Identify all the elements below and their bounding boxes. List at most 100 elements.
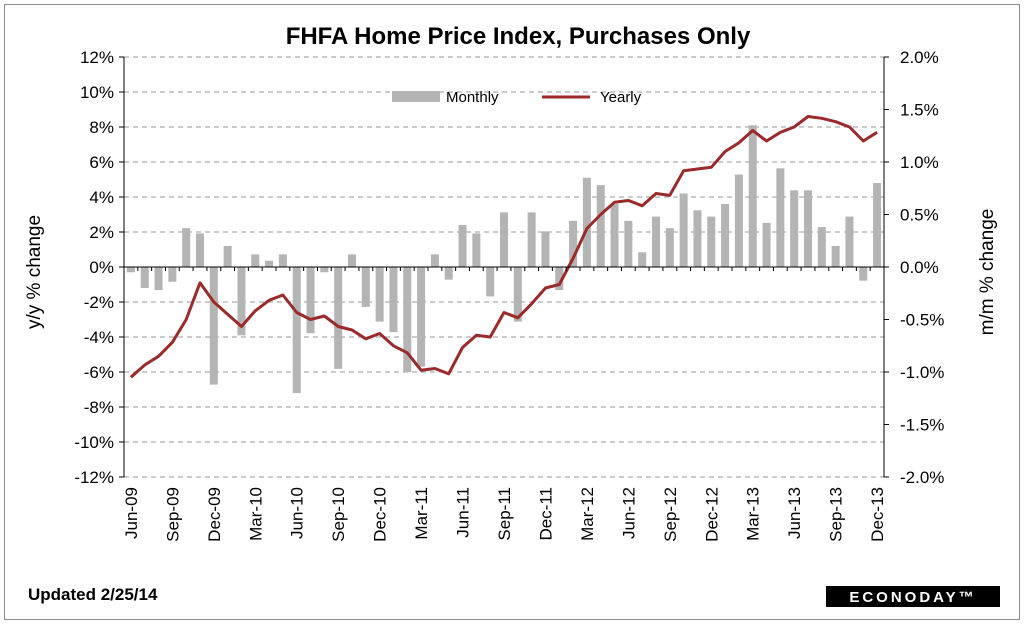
monthly-bar: [403, 267, 412, 372]
monthly-bar: [458, 225, 467, 267]
x-tick-label: Dec-12: [702, 487, 721, 542]
x-tick-label: Jun-10: [288, 487, 307, 539]
left-tick-label: 0%: [89, 258, 114, 277]
legend-yearly-label: Yearly: [600, 89, 642, 106]
x-tick-label: Mar-12: [578, 487, 597, 541]
right-axis-label: m/m % change: [977, 209, 998, 336]
x-tick-label: Jun-11: [454, 487, 473, 538]
monthly-bar: [748, 125, 757, 267]
monthly-bar: [486, 267, 495, 297]
monthly-bar: [389, 267, 398, 333]
right-tick-label: -1.5%: [900, 416, 944, 435]
monthly-bar: [803, 190, 813, 267]
monthly-bar: [817, 227, 826, 267]
left-tick-label: 10%: [80, 83, 114, 102]
x-tick-label: Sep-10: [329, 487, 348, 542]
left-tick-label: 2%: [89, 223, 114, 242]
left-tick-label: -12%: [74, 468, 114, 487]
monthly-bar: [140, 267, 149, 288]
monthly-bar: [707, 216, 716, 267]
monthly-bar: [790, 190, 799, 267]
econoday-logo: ECONODAY™: [826, 586, 1000, 607]
left-axis-ticks: 12% 10% 8% 6% 4% 2% 0% -2% -4% -6% -8% -10% -12%: [74, 48, 124, 487]
monthly-bar: [237, 267, 246, 336]
x-tick-label: Sep-12: [661, 487, 680, 542]
updated-date: Updated 2/25/14: [28, 585, 158, 604]
monthly-bar: [527, 212, 536, 267]
monthly-bar: [417, 267, 426, 367]
monthly-bar: [195, 233, 205, 267]
right-tick-label: 1.5%: [900, 101, 939, 120]
x-tick-label: Dec-10: [371, 487, 390, 542]
monthly-bar: [679, 193, 688, 267]
legend: Monthly Yearly: [392, 89, 642, 106]
right-tick-label: -0.5%: [900, 311, 944, 330]
axes-layer: [123, 57, 885, 477]
x-tick-label: Mar-10: [246, 487, 265, 541]
monthly-bar: [776, 168, 785, 267]
monthly-bars: [126, 125, 882, 393]
monthly-bar: [430, 254, 439, 267]
left-axis-label: y/y % change: [24, 215, 45, 329]
monthly-bar: [845, 216, 854, 267]
right-tick-label: 1.0%: [900, 153, 939, 172]
right-tick-label: 0.0%: [900, 258, 939, 277]
monthly-bar: [444, 267, 453, 280]
monthly-bar: [223, 246, 232, 267]
monthly-bar: [168, 267, 177, 282]
monthly-bar: [126, 267, 135, 273]
right-tick-label: 2.0%: [900, 48, 939, 67]
right-tick-label: -1.0%: [900, 363, 944, 382]
left-tick-label: -2%: [84, 293, 114, 312]
left-tick-label: 12%: [80, 48, 114, 67]
monthly-bar: [306, 267, 315, 334]
monthly-bar: [209, 267, 218, 385]
monthly-bar: [265, 260, 274, 267]
monthly-bar: [375, 267, 384, 322]
left-tick-label: -6%: [84, 363, 114, 382]
monthly-bar: [499, 212, 509, 267]
monthly-bar: [569, 220, 578, 267]
x-tick-label: Mar-11: [412, 487, 431, 540]
left-tick-label: -10%: [74, 433, 114, 452]
monthly-bar: [320, 267, 329, 273]
x-tick-label: Dec-13: [868, 487, 887, 542]
monthly-bar: [638, 252, 647, 267]
legend-monthly-label: Monthly: [446, 89, 499, 106]
x-tick-label: Sep-11: [495, 487, 514, 541]
monthly-bar: [610, 204, 619, 267]
x-tick-label: Sep-13: [827, 487, 846, 542]
monthly-bar: [182, 228, 191, 267]
left-tick-label: 8%: [89, 118, 114, 137]
monthly-bar: [721, 204, 730, 267]
monthly-bar: [582, 177, 591, 267]
monthly-bar: [831, 246, 840, 267]
legend-monthly-swatch: [392, 91, 440, 102]
x-tick-label: Jun-13: [785, 487, 804, 539]
grid-layer: [124, 56, 884, 478]
monthly-bar: [859, 267, 868, 281]
chart-frame: [4, 4, 1020, 620]
monthly-bar: [278, 254, 287, 267]
monthly-bar: [513, 267, 522, 322]
x-tick-label: Jun-12: [619, 487, 638, 539]
left-tick-label: -4%: [84, 328, 114, 347]
monthly-bar: [334, 267, 343, 369]
left-tick-label: 6%: [89, 153, 114, 172]
yearly-line: [129, 115, 878, 379]
monthly-bar: [734, 174, 743, 267]
econoday-logo-text: ECONODAY™: [849, 589, 976, 606]
monthly-bar: [251, 254, 260, 267]
monthly-bar: [154, 267, 163, 291]
x-tick-label: Jun-09: [122, 487, 141, 539]
monthly-bar: [596, 185, 605, 267]
right-tick-label: -2.0%: [900, 468, 944, 487]
right-tick-label: 0.5%: [900, 206, 939, 225]
monthly-bar: [624, 220, 633, 267]
monthly-bar: [555, 267, 564, 291]
monthly-bar: [347, 254, 357, 267]
chart-title: FHFA Home Price Index, Purchases Only: [286, 23, 751, 50]
monthly-bar: [651, 216, 661, 267]
monthly-bar: [541, 231, 550, 267]
x-tick-label: Dec-11: [537, 487, 556, 541]
